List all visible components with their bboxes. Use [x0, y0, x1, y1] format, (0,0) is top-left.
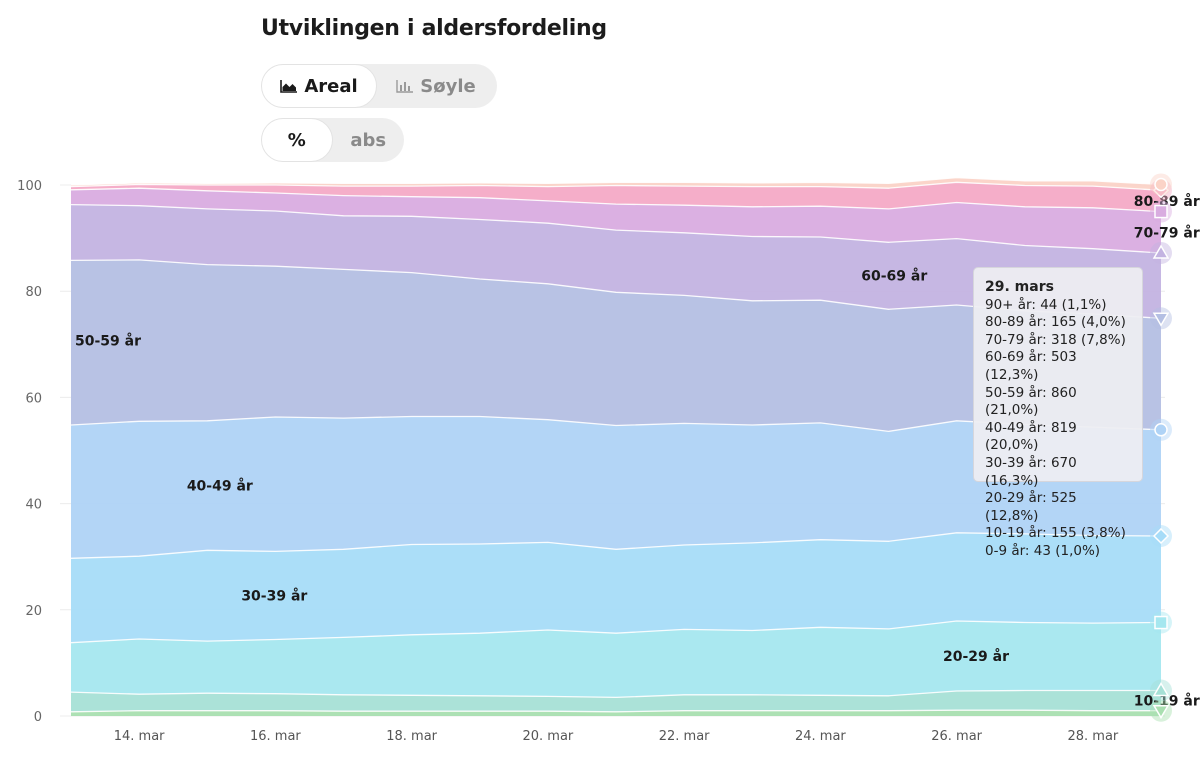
bar-chart-icon	[396, 79, 414, 93]
data-point	[1154, 423, 1168, 437]
y-tick-label: 100	[17, 179, 42, 194]
area-label: 30-39 år	[241, 587, 307, 604]
tooltip-line: 20-29 år: 525 (12,8%)	[985, 490, 1077, 524]
series-line-10-19-r	[70, 689, 1161, 699]
tooltip-line: 30-39 år: 670 (16,3%)	[985, 454, 1077, 489]
y-tick-label: 80	[25, 285, 42, 300]
tooltip-title: 29. mars	[985, 279, 1054, 295]
y-tick-label: 0	[34, 710, 42, 725]
area-80-89-r	[71, 182, 1161, 212]
area-label: 40-49 år	[187, 478, 253, 495]
area-label: 60-69 år	[861, 267, 927, 284]
data-point	[1154, 615, 1168, 630]
area-label: 70-79 år	[1134, 224, 1200, 241]
data-point	[1152, 312, 1170, 327]
chart-type-toggle: Areal Søyle	[261, 64, 497, 108]
x-tick-label: 24. mar	[795, 729, 846, 744]
tooltip-line: 70-79 år: 318 (7,8%)	[985, 331, 1126, 348]
tooltip-line: 60-69 år: 503 (12,3%)	[985, 349, 1077, 383]
y-tick-label: 60	[25, 391, 42, 406]
y-tick-label: 40	[25, 498, 42, 513]
scale-toggle: % abs	[261, 118, 404, 162]
series-line-20-29-r	[70, 620, 1162, 644]
percent-option[interactable]: %	[261, 118, 333, 162]
tooltip-line: 10-19 år: 155 (3,8%)	[985, 525, 1126, 542]
tooltip-line: 0-9 år: 43 (1,0%)	[985, 542, 1101, 559]
area-60-69-r	[71, 204, 1161, 319]
data-point	[1154, 177, 1168, 192]
area-70-79-r	[71, 188, 1161, 253]
area-40-49-r	[71, 416, 1161, 559]
area-50-59-r	[71, 259, 1161, 432]
series-line-0-9-r	[70, 709, 1161, 713]
bar-chart-option[interactable]: Søyle	[377, 64, 495, 108]
y-tick-label: 20	[25, 604, 42, 619]
absolute-option[interactable]: abs	[350, 129, 387, 151]
series-line-70-79-r	[70, 187, 1162, 213]
data-point	[1152, 244, 1170, 259]
area-chart-option[interactable]: Areal	[261, 64, 377, 108]
tooltip-line: 80-89 år: 165 (4,0%)	[985, 314, 1126, 331]
x-tick-label: 14. mar	[114, 729, 165, 744]
area-30-39-r	[71, 532, 1161, 643]
data-point	[1152, 682, 1170, 697]
area-label: 20-29 år	[943, 648, 1009, 665]
tooltip-line: 90+ år: 44 (1,1%)	[985, 296, 1107, 313]
data-point	[1152, 527, 1170, 545]
bar-chart-label: Søyle	[420, 75, 476, 97]
area-90-r	[71, 177, 1161, 191]
chart-title: Utviklingen i aldersfordeling	[261, 16, 607, 41]
area-label: 80-89 år	[1134, 193, 1200, 210]
area-label: 10-19 år	[1134, 693, 1200, 710]
hover-tooltip: 29. mars 90+ år: 44 (1,1%) 80-89 år: 165…	[973, 267, 1143, 559]
area-label: 50-59 år	[75, 333, 141, 350]
x-tick-label: 16. mar	[250, 729, 301, 744]
tooltip-line: 50-59 år: 860 (21,0%)	[985, 384, 1077, 419]
area-20-29-r	[71, 621, 1161, 698]
x-tick-label: 18. mar	[386, 729, 437, 744]
x-tick-label: 26. mar	[931, 729, 982, 744]
series-line-30-39-r	[70, 532, 1162, 559]
data-point	[1152, 704, 1170, 720]
series-line-60-69-r	[70, 203, 1162, 254]
x-tick-label: 22. mar	[659, 729, 710, 744]
area-chart-label: Areal	[304, 75, 358, 97]
tooltip-line: 40-49 år: 819 (20,0%)	[985, 419, 1077, 454]
series-line-80-89-r	[70, 181, 1162, 191]
data-point	[1154, 204, 1168, 219]
area-chart-icon	[280, 79, 298, 93]
series-line-90-r	[70, 176, 1162, 186]
x-tick-label: 28. mar	[1067, 729, 1118, 744]
x-tick-label: 20. mar	[522, 729, 573, 744]
